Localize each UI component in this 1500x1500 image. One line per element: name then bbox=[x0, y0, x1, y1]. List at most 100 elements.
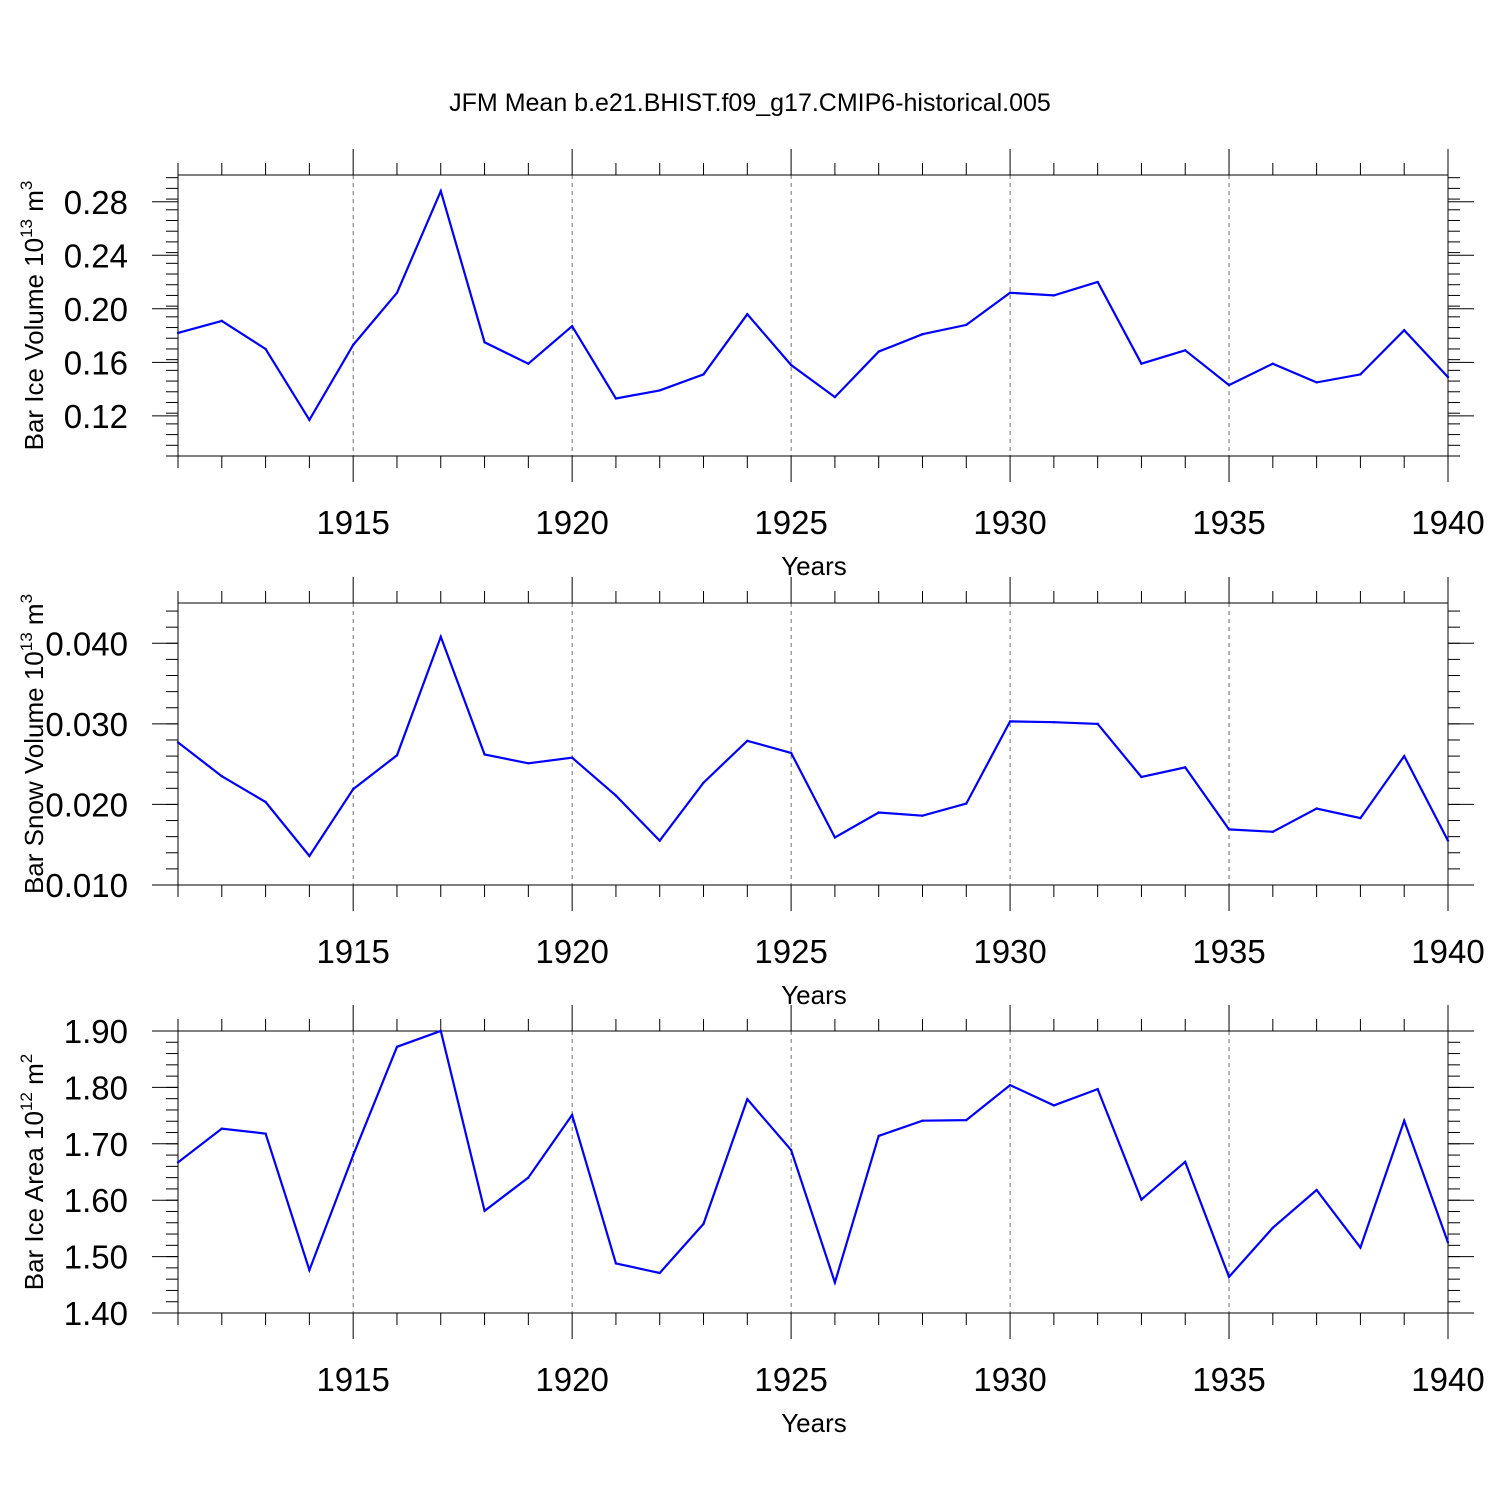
panel-2: 1915 1920 1925 1930 1935 1940 Years 0.010 0.020 0… bbox=[17, 577, 1485, 1010]
data-point-1918 bbox=[483, 1209, 486, 1213]
x-tick-label: 1930 bbox=[973, 933, 1046, 970]
x-tick-label: 1920 bbox=[535, 933, 608, 970]
y-axis-title-main: Bar Ice Volume 10 bbox=[19, 238, 49, 450]
data-point-1927 bbox=[877, 811, 880, 814]
x-tick-label: 1925 bbox=[754, 933, 827, 970]
data-point-1920 bbox=[570, 756, 574, 759]
data-point-1932 bbox=[1096, 1087, 1099, 1091]
data-point-1939 bbox=[1403, 754, 1406, 758]
data-point-1915 bbox=[351, 1153, 355, 1157]
data-point-1922 bbox=[658, 839, 661, 842]
data-point-1929 bbox=[965, 323, 968, 327]
data-point-1919 bbox=[527, 762, 530, 765]
data-point-1936 bbox=[1271, 362, 1275, 365]
y-tick-label: 1.50 bbox=[64, 1239, 128, 1276]
data-point-1940 bbox=[1446, 375, 1450, 379]
data-point-1938 bbox=[1359, 373, 1362, 376]
y-axis-title-unit: m bbox=[19, 603, 49, 632]
x-tick-label: 1930 bbox=[973, 1361, 1046, 1398]
y-tick-label: 0.040 bbox=[45, 625, 128, 662]
data-point-1924 bbox=[746, 312, 749, 316]
data-point-1937 bbox=[1315, 1188, 1318, 1192]
y-axis-title: Bar Snow Volume 1013 m3 bbox=[17, 594, 49, 894]
data-point-1938 bbox=[1359, 816, 1362, 820]
data-point-1917 bbox=[439, 189, 442, 193]
x-tick-label: 1940 bbox=[1411, 504, 1484, 541]
data-point-1930 bbox=[1008, 291, 1012, 294]
data-point-1921 bbox=[614, 397, 618, 400]
data-point-1935 bbox=[1227, 828, 1231, 831]
data-point-1931 bbox=[1052, 294, 1056, 297]
data-point-1912 bbox=[220, 319, 223, 323]
y-tick-label: 1.40 bbox=[64, 1295, 128, 1332]
data-point-1911 bbox=[176, 1161, 180, 1164]
data-point-1928 bbox=[921, 1119, 924, 1122]
plot-frame bbox=[177, 1030, 1449, 1314]
data-point-1918 bbox=[483, 753, 486, 756]
data-point-1920 bbox=[570, 325, 574, 328]
data-point-1921 bbox=[614, 1262, 618, 1265]
y-axis-title-exponent: 13 bbox=[17, 219, 36, 238]
data-point-1912 bbox=[220, 775, 223, 778]
y-tick-label: 0.12 bbox=[64, 398, 128, 435]
data-point-1940 bbox=[1446, 1241, 1450, 1244]
plot-frame bbox=[177, 174, 1449, 457]
data-point-1932 bbox=[1096, 722, 1099, 726]
data-point-1937 bbox=[1315, 807, 1318, 810]
x-tick-label: 1935 bbox=[1192, 1361, 1265, 1398]
data-point-1916 bbox=[395, 291, 399, 294]
y-axis-title-exponent: 12 bbox=[17, 1092, 36, 1111]
data-point-1916 bbox=[395, 1045, 399, 1048]
y-axis-title-unit-exponent: 2 bbox=[17, 1054, 36, 1063]
data-point-1924 bbox=[746, 739, 749, 742]
x-tick-label: 1915 bbox=[316, 504, 389, 541]
data-point-1923 bbox=[702, 373, 705, 376]
chart-title: JFM Mean b.e21.BHIST.f09_g17.CMIP6-histo… bbox=[449, 89, 1051, 117]
x-tick-label: 1920 bbox=[535, 1361, 608, 1398]
data-point-1938 bbox=[1359, 1246, 1362, 1249]
data-point-1925 bbox=[789, 1148, 793, 1152]
y-tick-label: 1.60 bbox=[64, 1182, 128, 1219]
x-tick-label: 1935 bbox=[1192, 504, 1265, 541]
x-tick-label: 1915 bbox=[316, 933, 389, 970]
data-point-1924 bbox=[746, 1098, 749, 1101]
x-tick-label: 1930 bbox=[973, 504, 1046, 541]
data-point-1929 bbox=[965, 802, 968, 805]
x-axis-title: Years bbox=[781, 1408, 847, 1438]
data-point-1932 bbox=[1096, 280, 1099, 284]
data-point-1933 bbox=[1140, 1198, 1143, 1201]
data-point-1939 bbox=[1403, 1119, 1406, 1122]
data-point-1928 bbox=[921, 333, 924, 336]
data-point-1922 bbox=[658, 389, 661, 392]
data-point-1934 bbox=[1184, 766, 1187, 769]
data-point-1935 bbox=[1227, 1275, 1231, 1279]
series-line bbox=[177, 187, 1449, 423]
x-axis-title: Years bbox=[781, 551, 847, 581]
y-axis-title-main: Bar Snow Volume 10 bbox=[19, 651, 49, 894]
data-point-1927 bbox=[877, 1134, 880, 1138]
data-point-1919 bbox=[527, 362, 530, 365]
data-point-1933 bbox=[1140, 775, 1143, 779]
data-point-1930 bbox=[1008, 1083, 1012, 1087]
data-point-1921 bbox=[614, 794, 618, 797]
y-tick-label: 0.16 bbox=[64, 344, 128, 381]
data-point-1926 bbox=[833, 395, 837, 399]
y-tick-label: 0.010 bbox=[45, 867, 128, 904]
series-line bbox=[177, 1029, 1450, 1287]
x-tick-label: 1935 bbox=[1192, 933, 1265, 970]
data-point-1915 bbox=[351, 787, 355, 791]
y-tick-label: 1.70 bbox=[64, 1126, 128, 1163]
data-point-1918 bbox=[483, 341, 486, 344]
plot-frame bbox=[177, 602, 1449, 886]
x-tick-label: 1925 bbox=[754, 504, 827, 541]
data-point-1940 bbox=[1446, 839, 1450, 842]
y-axis-title-unit: m bbox=[19, 190, 49, 219]
data-point-1928 bbox=[921, 814, 924, 817]
data-point-1930 bbox=[1008, 720, 1012, 723]
data-point-1925 bbox=[789, 363, 793, 367]
data-point-1914 bbox=[308, 854, 311, 858]
y-tick-label: 0.020 bbox=[45, 786, 128, 823]
data-point-1933 bbox=[1140, 362, 1143, 365]
y-tick-label: 0.24 bbox=[64, 237, 128, 274]
